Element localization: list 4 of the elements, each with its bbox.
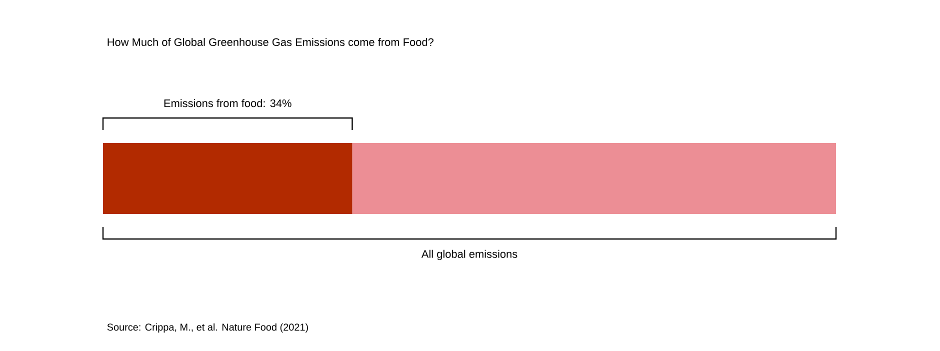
text: All global emissions [421, 250, 518, 260]
chart-title: How Much of Global Greenhouse Gas Emissions come from Food? [108, 38, 434, 46]
source-note: Source: Crippa, M., et al. Nature Food (2021) [107, 323, 308, 333]
text: Emissions from food: 34% [164, 99, 292, 108]
